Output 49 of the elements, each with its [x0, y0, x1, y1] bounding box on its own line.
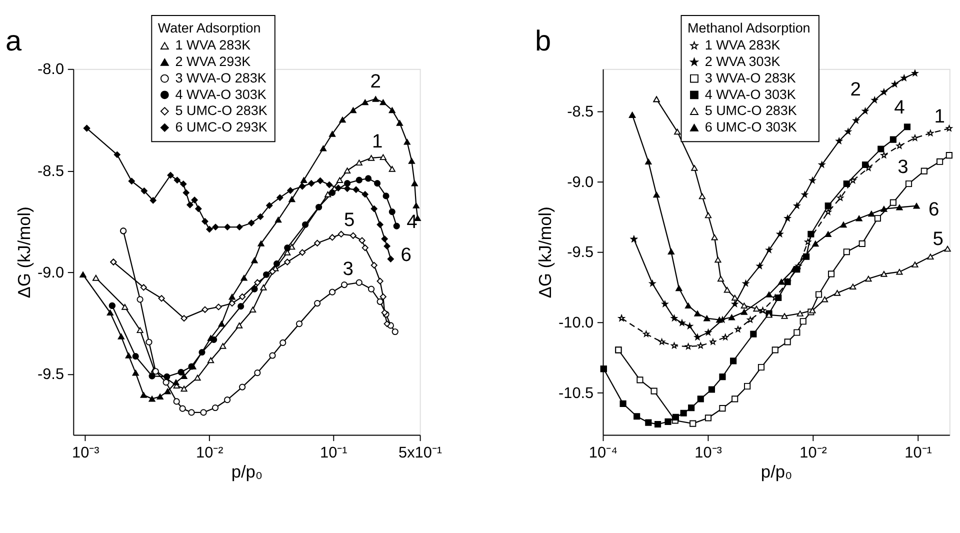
x-tick-label: 5x10⁻¹ — [398, 444, 442, 462]
x-tick-label: 10⁻² — [196, 444, 224, 462]
y-tick-label: -9.5 — [567, 244, 594, 262]
x-tick-label: 10⁻¹ — [320, 444, 348, 462]
annotation: 5 — [344, 210, 355, 231]
annotation: 1 — [934, 106, 945, 128]
x-axis-title: p/p₀ — [231, 462, 263, 482]
legend-label: 5 UMC-O 283K — [704, 103, 797, 118]
y-tick-label: -9.0 — [567, 174, 594, 191]
y-tick-label: -8.5 — [567, 103, 594, 120]
y-tick-label: -8.0 — [38, 61, 64, 78]
annotation: 2 — [850, 80, 861, 101]
annotation: 3 — [898, 157, 908, 178]
y-tick-label: -10.5 — [558, 384, 594, 402]
annotation: 4 — [894, 97, 906, 118]
legend-label: 3 WVA-O 283K — [704, 70, 796, 86]
legend-title: Water Adsorption — [158, 20, 261, 36]
legend-label: 4 WVA-O 303K — [175, 86, 266, 102]
x-tick-label: 10⁻¹ — [904, 444, 932, 462]
text: a — [5, 26, 22, 58]
legend-label: 2 WVA 303K — [704, 54, 780, 70]
x-axis-title: p/p₀ — [760, 462, 792, 482]
legend-label: 4 WVA-O 303K — [704, 86, 796, 102]
legend-title: Methanol Adsorption — [688, 20, 810, 36]
legend-label: 5 UMC-O 283K — [175, 103, 268, 118]
y-tick-label: -8.5 — [38, 162, 64, 180]
legend-label: 2 WVA 293K — [175, 54, 251, 70]
annotation: 2 — [370, 71, 381, 92]
legend-label: 3 WVA-O 283K — [175, 70, 266, 86]
legend-label: 1 WVA 283K — [704, 38, 780, 53]
y-tick-label: -9.0 — [38, 264, 64, 282]
y-axis-title: ΔG (kJ/mol) — [14, 206, 34, 298]
text: b — [535, 26, 552, 58]
x-tick-label: 10⁻³ — [694, 444, 722, 462]
y-tick-label: -9.5 — [38, 366, 64, 384]
legend-label: 6 UMC-O 293K — [175, 119, 268, 134]
annotation: 5 — [932, 229, 944, 250]
x-tick-label: 10⁻² — [800, 444, 827, 462]
annotation: 1 — [372, 131, 383, 152]
annotation: 4 — [406, 212, 418, 233]
legend-label: 1 WVA 283K — [175, 38, 251, 53]
annotation: 6 — [400, 244, 412, 266]
x-tick-label: 10⁻³ — [72, 444, 100, 462]
annotation: 3 — [342, 259, 354, 280]
x-tick-label: 10⁻⁴ — [588, 444, 618, 462]
y-axis-title: ΔG (kJ/mol) — [534, 206, 555, 298]
y-tick-label: -10.0 — [558, 314, 594, 332]
legend-label: 6 UMC-O 303K — [704, 119, 797, 134]
annotation: 6 — [928, 199, 940, 220]
